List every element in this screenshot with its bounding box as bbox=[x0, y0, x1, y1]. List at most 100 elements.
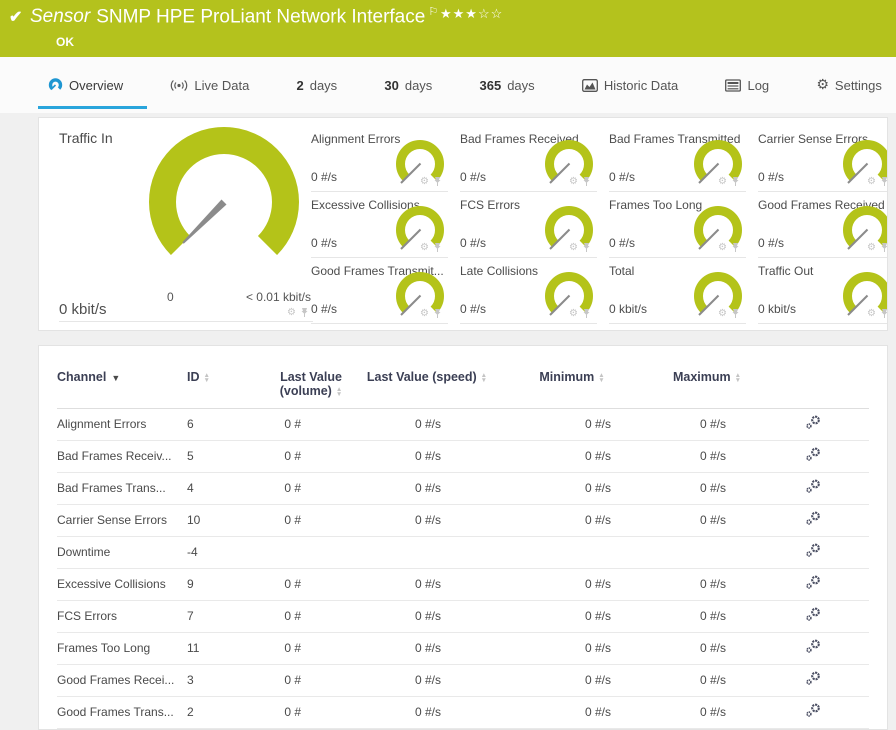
table-row[interactable]: Good Frames Recei... 3 0 # 0 #/s 0 #/s 0… bbox=[57, 664, 869, 697]
mini-gauge bbox=[694, 206, 742, 250]
channel-id-cell: 11 bbox=[187, 632, 265, 665]
channel-label: Excessive Collisions bbox=[311, 198, 420, 212]
channel-settings-gear-icon[interactable]: ⚙ bbox=[569, 307, 578, 319]
tab-settings[interactable]: ⚙ Settings bbox=[816, 77, 882, 93]
channel-settings-gears-icon[interactable] bbox=[805, 639, 821, 654]
channel-settings-gears-icon[interactable] bbox=[805, 447, 821, 462]
traffic-in-gauge bbox=[149, 127, 299, 256]
column-header-maximum[interactable]: Maximum ▲ ▼ bbox=[647, 358, 767, 409]
channel-settings-gears-icon[interactable] bbox=[805, 415, 821, 430]
channel-name-cell: Good Frames Trans... bbox=[57, 696, 187, 729]
channel-settings-gears-icon[interactable] bbox=[805, 703, 821, 718]
pin-icon[interactable] bbox=[730, 242, 740, 253]
channel-settings-gears-icon[interactable] bbox=[805, 511, 821, 526]
last-value-volume-cell: 0 # bbox=[265, 568, 357, 601]
pin-icon[interactable] bbox=[879, 176, 888, 187]
tab-2-days[interactable]: 2 days bbox=[296, 77, 338, 93]
channel-id-cell: 5 bbox=[187, 440, 265, 473]
minimum-cell: 0 #/s bbox=[497, 472, 647, 505]
gauge-needle bbox=[847, 162, 869, 184]
table-row[interactable]: Bad Frames Trans... 4 0 # 0 #/s 0 #/s 0 … bbox=[57, 472, 869, 505]
table-row[interactable]: FCS Errors 7 0 # 0 #/s 0 #/s 0 #/s bbox=[57, 600, 869, 633]
maximum-cell: 0 #/s bbox=[647, 408, 767, 441]
pin-icon[interactable] bbox=[432, 176, 442, 187]
column-header-channel[interactable]: Channel ▼ bbox=[57, 358, 187, 409]
gauge-needle bbox=[549, 228, 571, 250]
channel-settings-gear-icon[interactable]: ⚙ bbox=[287, 306, 296, 318]
channel-settings-gears-icon[interactable] bbox=[805, 671, 821, 686]
mini-gauge-cell: Bad Frames Received 0 #/s ⚙ bbox=[460, 126, 597, 192]
sort-desc-icon: ▼ bbox=[111, 373, 121, 383]
minimum-cell: 0 #/s bbox=[497, 440, 647, 473]
mini-gauge-cell: Late Collisions 0 #/s ⚙ bbox=[460, 258, 597, 324]
channel-value: 0 kbit/s bbox=[609, 302, 648, 316]
table-row[interactable]: Alignment Errors 6 0 # 0 #/s 0 #/s 0 #/s bbox=[57, 408, 869, 441]
pin-icon[interactable] bbox=[581, 308, 591, 319]
channel-label: Traffic Out bbox=[758, 264, 814, 278]
pin-icon[interactable] bbox=[432, 242, 442, 253]
mini-gauge-cell: Good Frames Received 0 #/s ⚙ bbox=[758, 192, 888, 258]
pin-icon[interactable] bbox=[879, 308, 888, 319]
channel-label: Carrier Sense Errors bbox=[758, 132, 869, 146]
channel-label: Total bbox=[609, 264, 635, 278]
tab-historic-data[interactable]: Historic Data bbox=[581, 78, 678, 93]
page-title: SNMP HPE ProLiant Network Interface bbox=[96, 6, 426, 28]
pin-icon[interactable] bbox=[432, 308, 442, 319]
channel-settings-gears-icon[interactable] bbox=[805, 479, 821, 494]
maximum-cell: 0 #/s bbox=[647, 568, 767, 601]
table-row[interactable]: Excessive Collisions 9 0 # 0 #/s 0 #/s 0… bbox=[57, 568, 869, 601]
channel-id-cell: 10 bbox=[187, 504, 265, 537]
maximum-cell: 0 #/s bbox=[647, 440, 767, 473]
maximum-cell: 0 #/s bbox=[647, 600, 767, 633]
pin-icon[interactable] bbox=[730, 308, 740, 319]
column-header-last-value-volume[interactable]: Last Value (volume) ▲ ▼ bbox=[265, 358, 357, 409]
tab-30-days[interactable]: 30 days bbox=[384, 77, 433, 93]
channel-settings-gears-icon[interactable] bbox=[805, 607, 821, 622]
channel-value: 0 #/s bbox=[311, 170, 338, 184]
channel-settings-gears-icon[interactable] bbox=[805, 543, 821, 558]
pin-icon[interactable] bbox=[581, 242, 591, 253]
sort-icon: ▲ ▼ bbox=[335, 385, 343, 398]
channel-settings-gear-icon[interactable]: ⚙ bbox=[420, 307, 429, 319]
table-row[interactable]: Frames Too Long 11 0 # 0 #/s 0 #/s 0 #/s bbox=[57, 632, 869, 665]
channel-value: 0 #/s bbox=[609, 236, 636, 250]
channel-settings-gear-icon[interactable]: ⚙ bbox=[867, 175, 876, 187]
pin-icon[interactable] bbox=[299, 307, 309, 318]
minimum-cell: 0 #/s bbox=[497, 632, 647, 665]
channel-name-cell: Downtime bbox=[57, 536, 187, 569]
channel-settings-gear-icon[interactable]: ⚙ bbox=[867, 241, 876, 253]
table-row[interactable]: Bad Frames Receiv... 5 0 # 0 #/s 0 #/s 0… bbox=[57, 440, 869, 473]
tab-live-data[interactable]: Live Data bbox=[170, 78, 249, 93]
tab-365-days[interactable]: 365 days bbox=[479, 77, 535, 93]
column-header-minimum[interactable]: Minimum ▲ ▼ bbox=[497, 358, 647, 409]
table-row[interactable]: Carrier Sense Errors 10 0 # 0 #/s 0 #/s … bbox=[57, 504, 869, 537]
channel-settings-gear-icon[interactable]: ⚙ bbox=[867, 307, 876, 319]
pin-icon[interactable] bbox=[581, 176, 591, 187]
tab-overview[interactable]: Overview bbox=[37, 78, 148, 109]
mini-gauge bbox=[545, 272, 593, 316]
column-header-last-value-speed[interactable]: Last Value (speed) ▲ ▼ bbox=[357, 358, 497, 409]
channel-settings-gear-icon[interactable]: ⚙ bbox=[569, 241, 578, 253]
column-header-id[interactable]: ID ▲ ▼ bbox=[187, 358, 265, 409]
tab-log[interactable]: Log bbox=[725, 78, 769, 93]
channel-label: Alignment Errors bbox=[311, 132, 401, 146]
pin-icon[interactable] bbox=[879, 242, 888, 253]
sensor-status-banner: ✔ Sensor SNMP HPE ProLiant Network Interf… bbox=[0, 0, 896, 57]
channel-settings-gear-icon[interactable]: ⚙ bbox=[718, 175, 727, 187]
channel-settings-gear-icon[interactable]: ⚙ bbox=[420, 175, 429, 187]
channel-settings-gear-icon[interactable]: ⚙ bbox=[569, 175, 578, 187]
channel-name-cell: Frames Too Long bbox=[57, 632, 187, 665]
priority-rating[interactable]: ★★★☆☆ bbox=[440, 6, 503, 22]
channel-settings-gears-icon[interactable] bbox=[805, 575, 821, 590]
channel-name-cell: Good Frames Recei... bbox=[57, 664, 187, 697]
channel-settings-gear-icon[interactable]: ⚙ bbox=[718, 241, 727, 253]
gauge-needle bbox=[400, 228, 422, 250]
gear-icon: ⚙ bbox=[816, 77, 829, 93]
channel-settings-gear-icon[interactable]: ⚙ bbox=[420, 241, 429, 253]
pin-icon[interactable] bbox=[730, 176, 740, 187]
channel-name-cell: FCS Errors bbox=[57, 600, 187, 633]
table-row[interactable]: Good Frames Trans... 2 0 # 0 #/s 0 #/s 0… bbox=[57, 696, 869, 729]
table-row[interactable]: Downtime -4 bbox=[57, 536, 869, 569]
channel-settings-gear-icon[interactable]: ⚙ bbox=[718, 307, 727, 319]
channel-value: 0 #/s bbox=[758, 236, 785, 250]
